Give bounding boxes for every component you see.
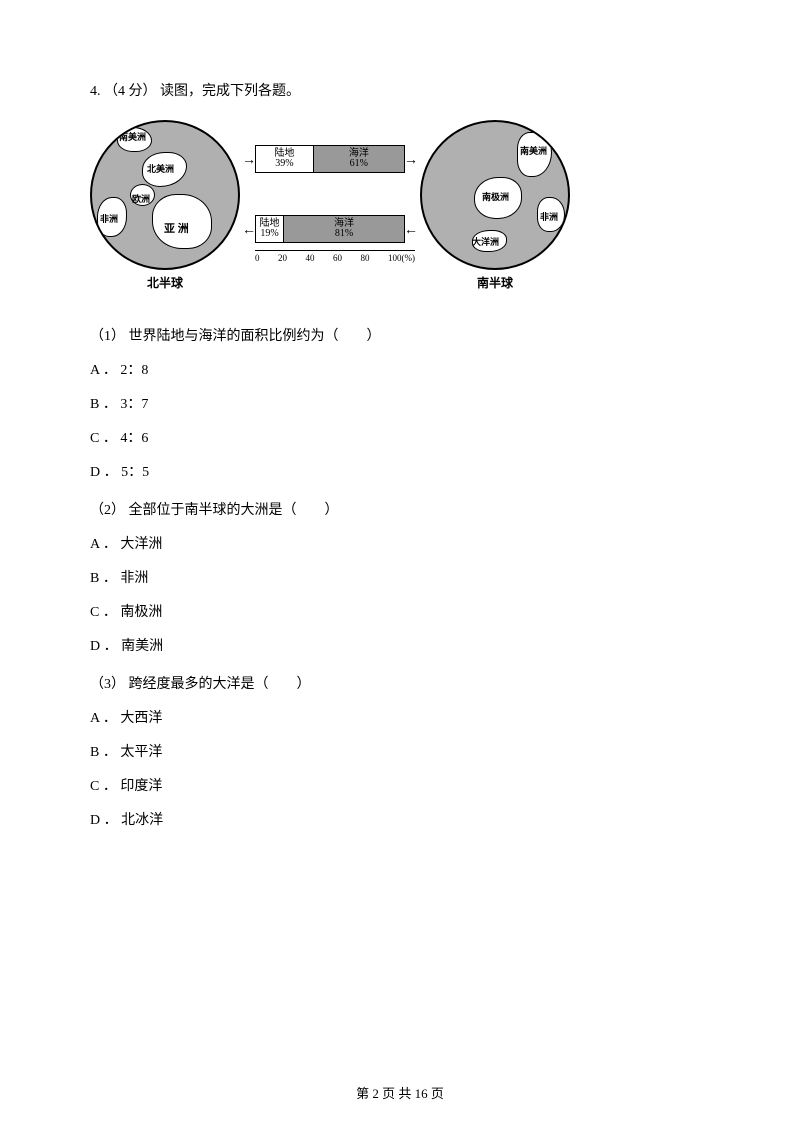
page-footer: 第 2 页 共 16 页	[0, 1083, 800, 1102]
question-number: 4.	[90, 84, 101, 99]
arrow-icon: ←	[404, 223, 418, 239]
question-points: （4 分）	[104, 84, 157, 99]
sub-question-3: （3） 跨经度最多的大洋是（ ）	[90, 673, 710, 693]
sub-question-number: （1）	[90, 329, 125, 344]
option-text: 5：5	[121, 465, 149, 480]
option-2c: C ． 南极洲	[90, 601, 710, 621]
south-land-pct: 19%	[260, 229, 278, 239]
scale-tick: 100(%)	[388, 253, 415, 263]
north-hemisphere-bar: 陆地 39% 海洋 61%	[255, 145, 405, 173]
option-2d: D ． 南美洲	[90, 635, 710, 655]
north-land-bar: 陆地 39%	[256, 146, 314, 172]
sub-question-number: （2）	[90, 503, 125, 518]
label-africa-n: 非洲	[100, 212, 118, 225]
label-south-america-s: 南美洲	[520, 144, 547, 157]
option-1c: C ． 4：6	[90, 427, 710, 447]
option-text: 北冰洋	[121, 813, 163, 828]
option-text: 4：6	[120, 431, 148, 446]
footer-page-current: 2	[372, 1086, 379, 1101]
scale-tick: 0	[255, 253, 260, 263]
option-text: 2：8	[120, 363, 148, 378]
option-text: 大西洋	[120, 711, 162, 726]
southern-hemisphere-label: 南半球	[420, 274, 570, 291]
label-south-america-n: 南美洲	[119, 130, 146, 143]
option-text: 非洲	[120, 571, 148, 586]
sub-question-1: （1） 世界陆地与海洋的面积比例约为（ ）	[90, 325, 710, 345]
scale-tick: 40	[306, 253, 315, 263]
question-header: 4. （4 分） 读图，完成下列各题。	[90, 80, 710, 100]
south-land-bar: 陆地 19%	[256, 216, 284, 242]
north-ocean-pct: 61%	[350, 159, 368, 169]
option-letter: D ．	[90, 813, 118, 828]
globe-circle-south: 南美洲 南极洲 非洲 大洋洲	[420, 120, 570, 270]
sub-question-text: 全部位于南半球的大洲是（ ）	[129, 503, 339, 518]
globe-circle-north: 南美洲 北美洲 非洲 欧洲 亚 洲	[90, 120, 240, 270]
option-text: 南极洲	[120, 605, 162, 620]
option-1b: B ． 3：7	[90, 393, 710, 413]
scale-tick: 60	[333, 253, 342, 263]
option-text: 大洋洲	[120, 537, 162, 552]
footer-prefix: 第	[356, 1086, 372, 1101]
option-letter: A ．	[90, 537, 117, 552]
option-letter: D ．	[90, 639, 118, 654]
sub-question-text: 跨经度最多的大洋是（ ）	[129, 677, 311, 692]
arrow-icon: →	[404, 153, 418, 169]
north-land-pct: 39%	[275, 159, 293, 169]
option-text: 南美洲	[121, 639, 163, 654]
figure-hemispheres: 南美洲 北美洲 非洲 欧洲 亚 洲 北半球 → 陆地 39% 海洋 61% → …	[90, 120, 570, 300]
footer-suffix: 页	[431, 1086, 444, 1101]
label-europe-n: 欧洲	[132, 192, 150, 205]
label-antarctica-s: 南极洲	[482, 190, 509, 203]
option-letter: C ．	[90, 431, 117, 446]
option-text: 印度洋	[120, 779, 162, 794]
option-2a: A ． 大洋洲	[90, 533, 710, 553]
south-ocean-bar: 海洋 81%	[284, 216, 404, 242]
label-north-america-n: 北美洲	[147, 162, 174, 175]
option-letter: C ．	[90, 779, 117, 794]
label-africa-s: 非洲	[540, 210, 558, 223]
option-letter: C ．	[90, 605, 117, 620]
option-letter: D ．	[90, 465, 118, 480]
option-letter: B ．	[90, 397, 117, 412]
arrow-icon: ←	[242, 223, 256, 239]
label-australia-s: 大洋洲	[472, 235, 499, 248]
option-letter: A ．	[90, 711, 117, 726]
option-3c: C ． 印度洋	[90, 775, 710, 795]
northern-hemisphere-globe: 南美洲 北美洲 非洲 欧洲 亚 洲 北半球	[90, 120, 240, 270]
option-letter: B ．	[90, 571, 117, 586]
northern-hemisphere-label: 北半球	[90, 274, 240, 291]
option-3d: D ． 北冰洋	[90, 809, 710, 829]
option-text: 太平洋	[120, 745, 162, 760]
option-1a: A ． 2：8	[90, 359, 710, 379]
option-3b: B ． 太平洋	[90, 741, 710, 761]
percentage-scale: 0 20 40 60 80 100(%)	[255, 250, 415, 263]
scale-tick: 80	[361, 253, 370, 263]
option-1d: D ． 5：5	[90, 461, 710, 481]
south-ocean-pct: 81%	[335, 229, 353, 239]
footer-middle: 页 共	[382, 1086, 415, 1101]
label-asia-n: 亚 洲	[164, 220, 189, 236]
option-3a: A ． 大西洋	[90, 707, 710, 727]
question-stem: 读图，完成下列各题。	[160, 84, 300, 99]
option-2b: B ． 非洲	[90, 567, 710, 587]
option-letter: A ．	[90, 363, 117, 378]
north-ocean-bar: 海洋 61%	[314, 146, 404, 172]
south-hemisphere-bar: 陆地 19% 海洋 81%	[255, 215, 405, 243]
sub-question-number: （3）	[90, 677, 125, 692]
option-text: 3：7	[120, 397, 148, 412]
option-letter: B ．	[90, 745, 117, 760]
southern-hemisphere-globe: 南美洲 南极洲 非洲 大洋洲 南半球	[420, 120, 570, 270]
scale-tick: 20	[278, 253, 287, 263]
footer-page-total: 16	[415, 1086, 428, 1101]
arrow-icon: →	[242, 153, 256, 169]
sub-question-2: （2） 全部位于南半球的大洲是（ ）	[90, 499, 710, 519]
sub-question-text: 世界陆地与海洋的面积比例约为（ ）	[129, 329, 381, 344]
